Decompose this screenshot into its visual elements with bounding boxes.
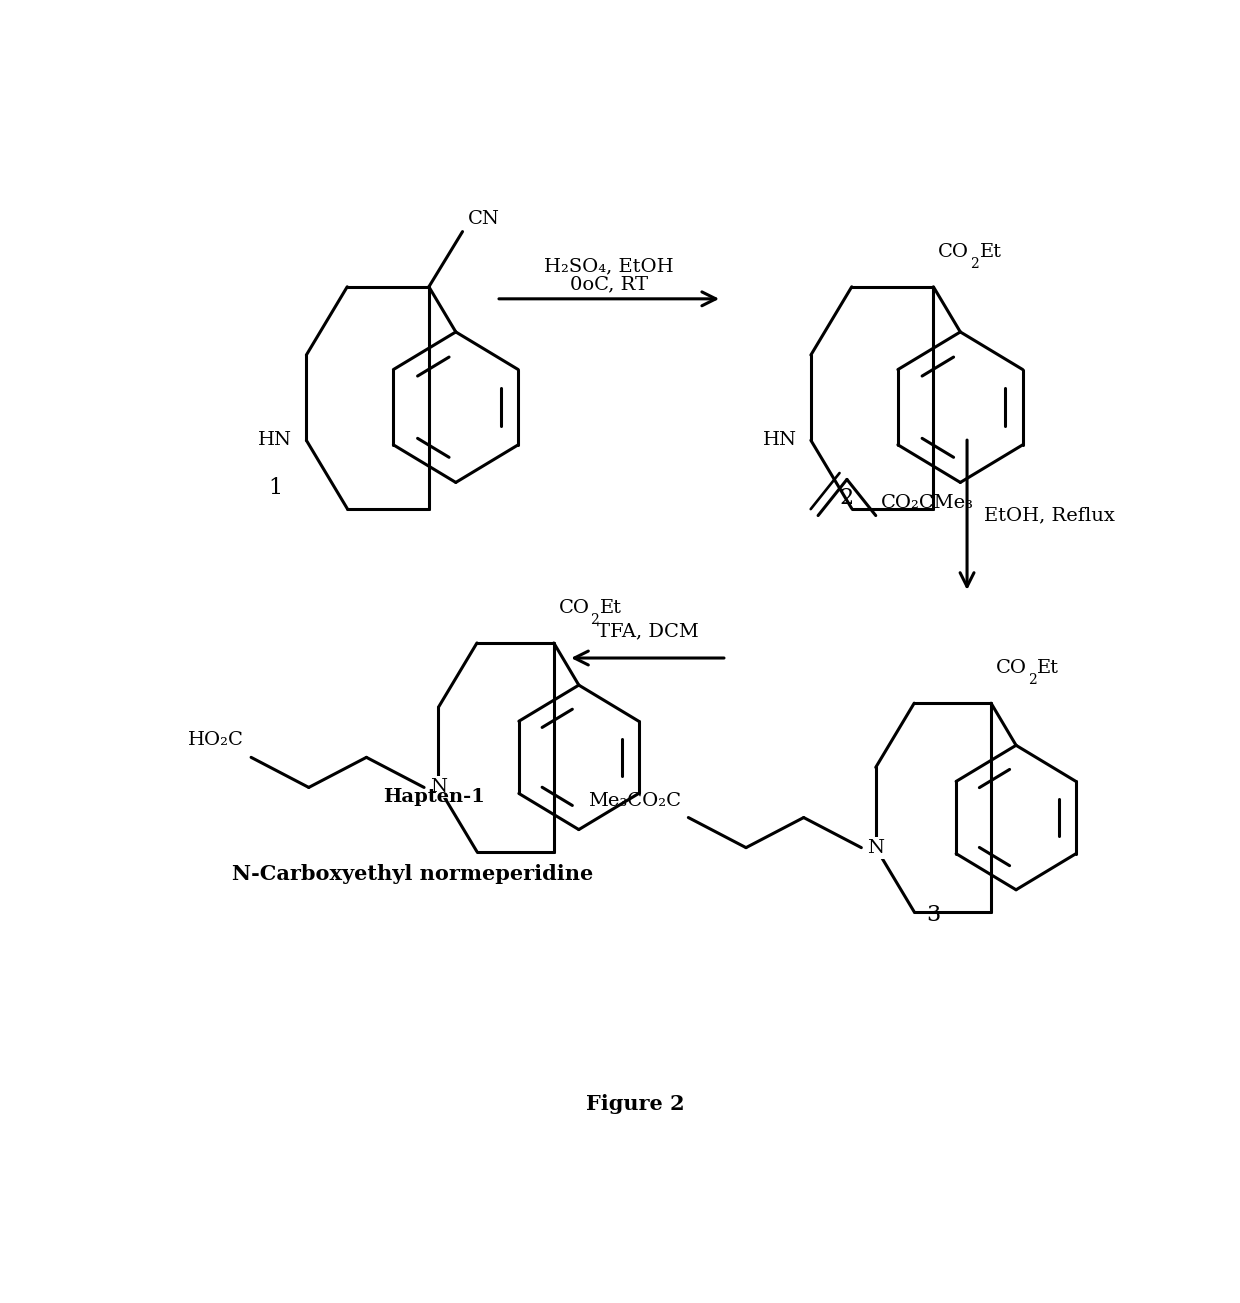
Text: 2: 2	[590, 612, 599, 627]
Text: N: N	[430, 778, 446, 796]
Text: HN: HN	[763, 431, 796, 450]
Text: CO: CO	[996, 659, 1027, 678]
Text: 2: 2	[970, 257, 978, 271]
Text: Et: Et	[980, 242, 1002, 261]
Text: Hapten-1: Hapten-1	[383, 788, 485, 807]
Text: CN: CN	[469, 210, 500, 228]
Text: CO₂CMe₃: CO₂CMe₃	[880, 494, 973, 512]
Text: Et: Et	[600, 599, 622, 616]
Text: 1: 1	[268, 477, 283, 499]
Text: CO: CO	[558, 599, 590, 616]
Text: 2: 2	[1028, 674, 1037, 687]
Text: Et: Et	[1037, 659, 1059, 678]
Text: Figure 2: Figure 2	[587, 1095, 684, 1114]
Text: N-Carboxyethyl normeperidine: N-Carboxyethyl normeperidine	[232, 864, 593, 883]
Text: EtOH, Reflux: EtOH, Reflux	[985, 506, 1115, 524]
Text: HN: HN	[258, 431, 291, 450]
Text: N: N	[867, 839, 884, 856]
Text: CO: CO	[939, 242, 970, 261]
Text: 0oC, RT: 0oC, RT	[570, 276, 649, 293]
Text: TFA, DCM: TFA, DCM	[596, 622, 698, 640]
Text: HO₂C: HO₂C	[187, 731, 243, 749]
Text: Me₃CO₂C: Me₃CO₂C	[588, 791, 681, 809]
Text: 2: 2	[839, 487, 854, 509]
Text: 3: 3	[926, 904, 940, 926]
Text: H₂SO₄, EtOH: H₂SO₄, EtOH	[544, 258, 673, 276]
